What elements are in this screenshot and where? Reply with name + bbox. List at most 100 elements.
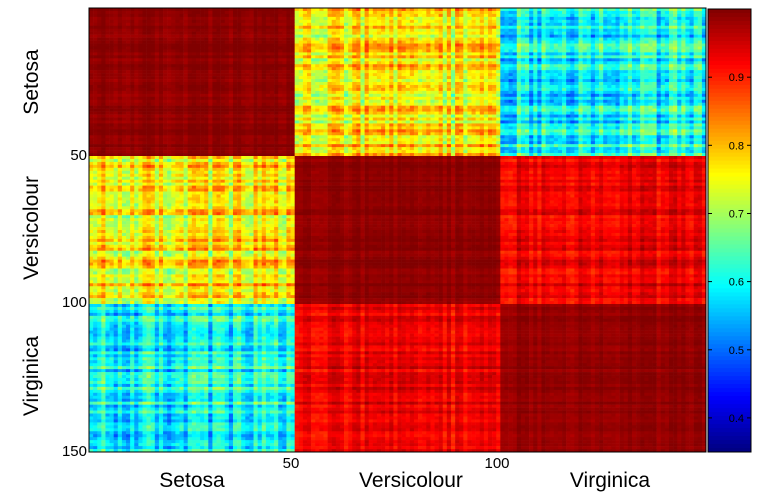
heatmap-cell — [369, 58, 373, 61]
heatmap-cell — [110, 29, 114, 32]
heatmap-cell — [570, 20, 574, 23]
heatmap-cell — [496, 82, 500, 85]
heatmap-cell — [673, 52, 677, 55]
heatmap-cell — [373, 85, 377, 88]
heatmap-cell — [690, 73, 694, 76]
heatmap-cell — [644, 85, 648, 88]
heatmap-cell — [398, 64, 402, 67]
heatmap-cell — [303, 100, 307, 103]
heatmap-cell — [155, 79, 159, 82]
heatmap-cell — [138, 67, 142, 70]
heatmap-cell — [616, 46, 620, 49]
heatmap-cell — [414, 91, 418, 94]
heatmap-cell — [204, 38, 208, 41]
heatmap-cell — [212, 29, 216, 32]
heatmap-cell — [134, 70, 138, 73]
heatmap-cell — [476, 82, 480, 85]
heatmap-cell — [319, 46, 323, 49]
heatmap-cell — [249, 64, 253, 67]
heatmap-cell — [657, 61, 661, 64]
heatmap-cell — [583, 103, 587, 106]
heatmap-cell — [344, 97, 348, 100]
heatmap-cell — [451, 67, 455, 70]
heatmap-cell — [694, 41, 698, 44]
heatmap-cell — [570, 41, 574, 44]
heatmap-cell — [385, 38, 389, 41]
heatmap-cell — [578, 73, 582, 76]
heatmap-cell — [212, 26, 216, 29]
heatmap-cell — [360, 58, 364, 61]
heatmap-cell — [406, 46, 410, 49]
heatmap-cell — [513, 97, 517, 100]
heatmap-cell — [521, 73, 525, 76]
heatmap-cell — [595, 58, 599, 61]
heatmap-cell — [163, 88, 167, 91]
heatmap-cell — [599, 79, 603, 82]
heatmap-cell — [422, 64, 426, 67]
heatmap-cell — [319, 20, 323, 23]
heatmap-cell — [163, 52, 167, 55]
heatmap-cell — [303, 61, 307, 64]
heatmap-cell — [402, 79, 406, 82]
heatmap-cell — [204, 26, 208, 29]
heatmap-cell — [435, 11, 439, 14]
heatmap-cell — [126, 94, 130, 97]
heatmap-cell — [196, 79, 200, 82]
heatmap-cell — [554, 97, 558, 100]
heatmap-cell — [159, 70, 163, 73]
heatmap-cell — [566, 64, 570, 67]
heatmap-cell — [690, 91, 694, 94]
heatmap-cell — [570, 17, 574, 20]
heatmap-cell — [208, 97, 212, 100]
heatmap-cell — [439, 38, 443, 41]
heatmap-cell — [509, 88, 513, 91]
heatmap-cell — [365, 97, 369, 100]
heatmap-cell — [299, 29, 303, 32]
heatmap-cell — [147, 11, 151, 14]
heatmap-cell — [537, 32, 541, 35]
heatmap-cell — [484, 23, 488, 26]
heatmap-cell — [97, 14, 101, 17]
heatmap-cell — [89, 41, 93, 44]
heatmap-cell — [698, 67, 702, 70]
heatmap-cell — [570, 38, 574, 41]
heatmap-cell — [192, 14, 196, 17]
heatmap-cell — [681, 20, 685, 23]
heatmap-cell — [550, 82, 554, 85]
heatmap-cell — [640, 97, 644, 100]
heatmap-cell — [167, 97, 171, 100]
heatmap-cell — [480, 46, 484, 49]
heatmap-cell — [694, 61, 698, 64]
heatmap-cell — [640, 82, 644, 85]
heatmap-cell — [694, 73, 698, 76]
heatmap-cell — [122, 106, 126, 109]
heatmap-cell — [385, 76, 389, 79]
heatmap-cell — [105, 41, 109, 44]
heatmap-cell — [513, 58, 517, 61]
heatmap-cell — [295, 23, 299, 26]
heatmap-cell — [574, 23, 578, 26]
heatmap-cell — [377, 103, 381, 106]
heatmap-cell — [698, 70, 702, 73]
heatmap-cell — [336, 11, 340, 14]
heatmap-cell — [196, 58, 200, 61]
heatmap-cell — [274, 79, 278, 82]
heatmap-cell — [266, 100, 270, 103]
heatmap-cell — [439, 44, 443, 47]
heatmap-cell — [356, 61, 360, 64]
heatmap-cell — [142, 49, 146, 52]
heatmap-cell — [459, 11, 463, 14]
heatmap-cell — [443, 32, 447, 35]
heatmap-cell — [138, 46, 142, 49]
heatmap-cell — [381, 32, 385, 35]
heatmap-cell — [184, 44, 188, 47]
heatmap-cell — [356, 14, 360, 17]
heatmap-cell — [636, 11, 640, 14]
heatmap-cell — [628, 14, 632, 17]
heatmap-cell — [155, 14, 159, 17]
heatmap-cell — [381, 55, 385, 58]
heatmap-cell — [648, 85, 652, 88]
heatmap-cell — [307, 103, 311, 106]
heatmap-cell — [348, 103, 352, 106]
heatmap-cell — [591, 41, 595, 44]
